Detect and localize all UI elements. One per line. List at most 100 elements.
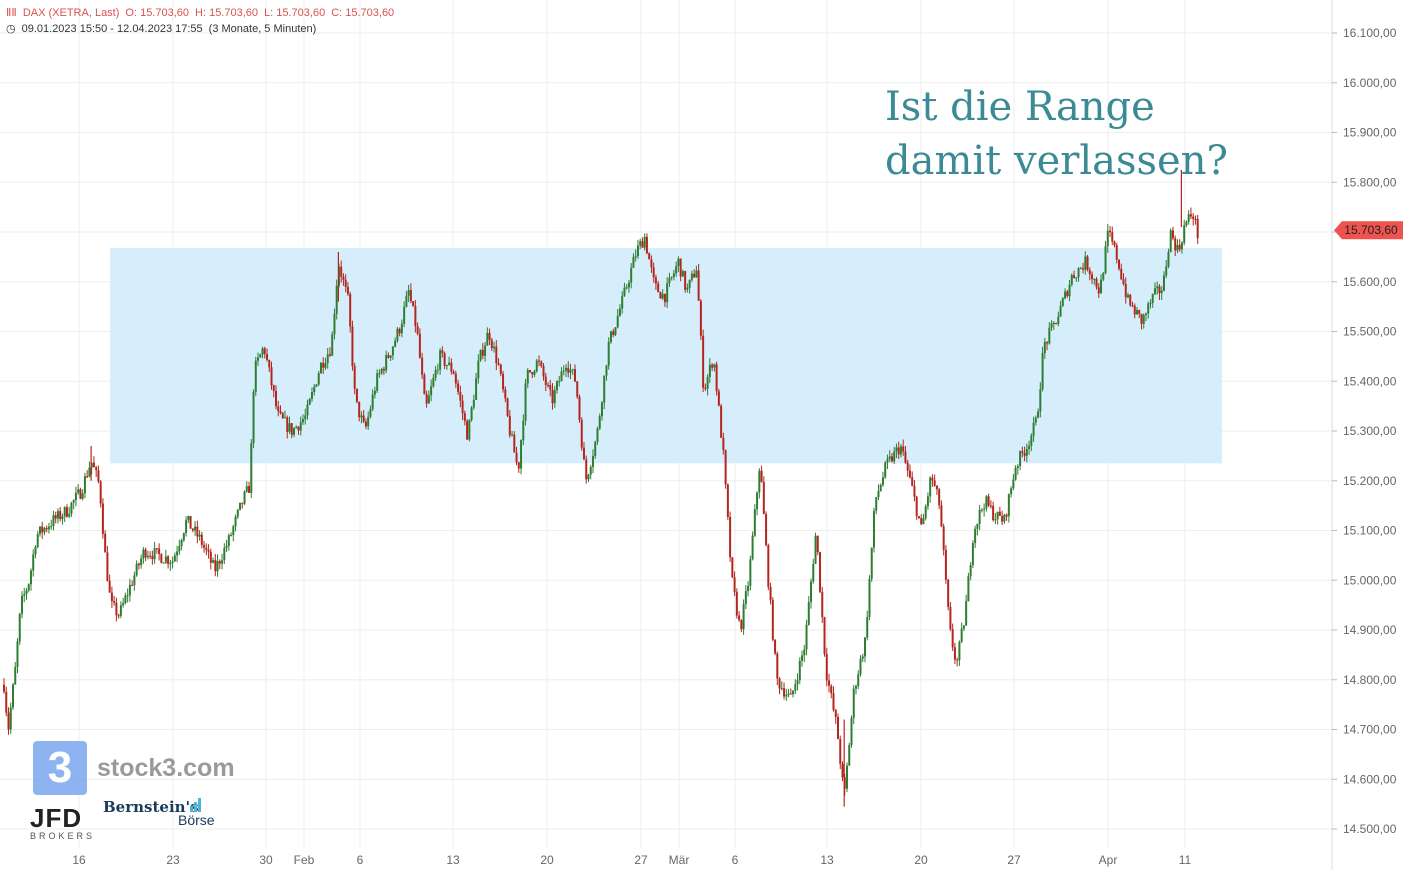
candle-body <box>99 481 102 504</box>
candle-body <box>634 256 637 258</box>
boerse-logo: Börse <box>178 812 215 828</box>
y-tick-label: 14.800,00 <box>1343 673 1397 687</box>
candle-body <box>663 293 666 303</box>
candle-body <box>681 271 684 277</box>
candle-body <box>798 660 801 681</box>
candle-body <box>108 580 111 593</box>
candle-body <box>194 526 197 531</box>
candle-body <box>418 333 421 358</box>
candle-body <box>185 520 188 534</box>
candle-body <box>522 420 525 441</box>
candle-body <box>987 496 990 506</box>
candle-body <box>176 551 179 556</box>
candle-body <box>373 390 376 395</box>
candle-body <box>906 462 909 471</box>
candle-body <box>43 528 46 533</box>
candle-body <box>83 476 86 494</box>
candle-body <box>517 462 520 469</box>
candle-body <box>1169 230 1172 253</box>
x-tick-label: 6 <box>732 853 739 867</box>
candle-body <box>1183 225 1186 243</box>
candle-body <box>747 585 750 592</box>
candle-body <box>360 415 363 418</box>
candle-body <box>969 565 972 577</box>
candle-body <box>32 554 35 571</box>
candle-body <box>1084 256 1087 270</box>
candle-body <box>789 693 792 695</box>
annotation-line-1: Ist die Range <box>885 84 1155 130</box>
candle-body <box>983 508 986 510</box>
x-axis: 16 23 30 Feb 6 13 20 27 Mär 6 13 20 27 Apr 11 <box>72 853 1191 867</box>
candle-body <box>560 371 563 382</box>
candle-body <box>146 555 149 558</box>
candle-body <box>459 391 462 401</box>
candle-body <box>1158 286 1161 294</box>
candle-body <box>742 604 745 630</box>
candle-body <box>86 476 89 478</box>
candle-body <box>807 602 810 625</box>
candle-body <box>1052 322 1055 324</box>
candle-body <box>142 549 145 559</box>
candle-body <box>92 462 95 468</box>
candle-body <box>706 377 709 389</box>
candle-body <box>859 658 862 675</box>
candle-body <box>288 423 291 432</box>
candle-body <box>74 492 77 501</box>
candle-body <box>854 686 857 689</box>
candle-body <box>11 684 14 708</box>
candle-body <box>1003 514 1006 522</box>
candle-body <box>1079 268 1082 270</box>
last-price-marker: 15.703,60 <box>1334 221 1403 240</box>
candle-body <box>1113 241 1116 246</box>
candle-body <box>641 241 644 248</box>
candle-body <box>1043 341 1046 354</box>
candle-body <box>1041 353 1044 390</box>
candle-body <box>499 364 502 374</box>
bar-chart-icon <box>190 798 201 812</box>
candle-body <box>1070 275 1073 285</box>
candle-body <box>591 456 594 467</box>
candle-body <box>380 368 383 374</box>
candle-body <box>668 277 671 284</box>
candle-body <box>922 518 925 525</box>
candle-body <box>200 534 203 545</box>
candle-body <box>421 357 424 375</box>
candle-body <box>778 678 781 689</box>
candle-body <box>677 258 680 267</box>
candle-body <box>1021 451 1024 454</box>
candle-body <box>3 684 5 692</box>
candle-body <box>472 399 475 408</box>
candle-body <box>938 489 941 506</box>
candle-body <box>124 595 127 603</box>
candle-body <box>1061 298 1064 306</box>
stock3-logo-text: stock3.com <box>97 754 235 782</box>
candle-body <box>767 545 770 587</box>
candle-body <box>391 346 394 356</box>
candle-body <box>36 534 39 547</box>
candle-body <box>965 601 968 626</box>
candle-body <box>248 486 251 493</box>
candle-body <box>717 391 720 406</box>
candle-body <box>1068 284 1071 297</box>
candle-body <box>212 560 215 563</box>
candle-body <box>796 680 799 685</box>
candle-body <box>214 560 217 572</box>
candle-body <box>29 570 32 585</box>
candle-body <box>306 404 309 416</box>
candle-body <box>1118 259 1121 269</box>
candle-body <box>661 293 664 299</box>
candle-body <box>989 505 992 507</box>
candle-body <box>1131 305 1134 307</box>
candle-body <box>812 563 815 582</box>
candle-body <box>783 688 786 697</box>
candle-body <box>1086 256 1089 271</box>
candle-body <box>414 306 417 327</box>
x-tick-label: 13 <box>446 853 460 867</box>
candle-body <box>1149 302 1152 304</box>
candle-body <box>119 605 122 616</box>
candle-body <box>558 381 561 383</box>
bernstein-logo: Bernstein's <box>103 798 199 816</box>
candle-body <box>394 340 397 347</box>
candle-body <box>297 426 300 431</box>
candle-body <box>1144 313 1147 315</box>
